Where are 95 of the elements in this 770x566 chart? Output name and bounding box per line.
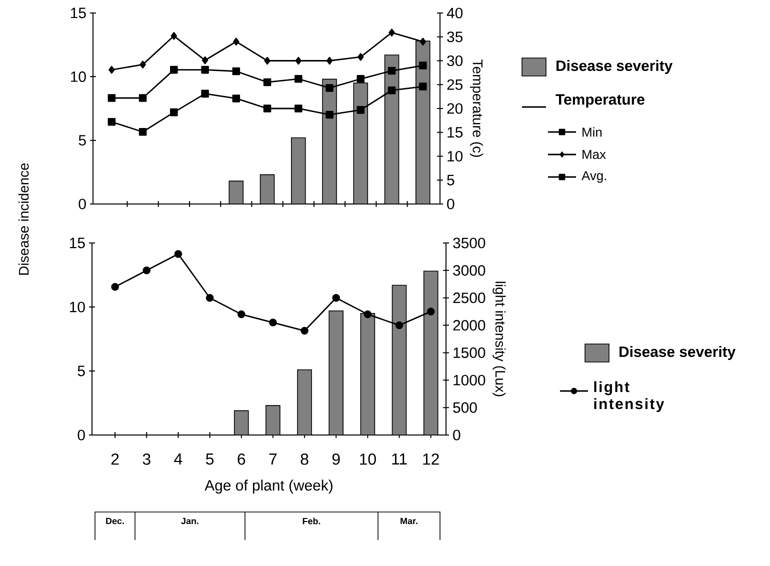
y2-tick-label: 35 [447,32,463,42]
point [419,62,427,70]
y-tick-label: 15 [71,8,86,18]
y2-tick-label: 5 [447,174,454,186]
point [364,310,372,318]
point [206,294,214,302]
point [294,75,302,83]
point [358,53,364,61]
point [294,104,302,112]
text: Feb. [302,518,320,524]
point [142,266,151,274]
y2-tick-label: 1500 [454,347,486,358]
y-tick-label: 10 [71,71,86,82]
point [108,66,115,74]
point [174,250,182,258]
point [295,56,302,65]
point [233,38,240,46]
legend-label: Max [582,150,606,160]
y2-tick-label: 500 [453,402,477,413]
point [202,56,208,64]
x-tick-label: 5 [206,454,214,465]
text: Dec. [106,518,124,524]
text: Mar. [400,518,418,524]
point [269,318,277,326]
legend-label: Avg. [582,171,606,183]
x-tick-label: 10 [360,454,376,465]
x-tick-label: 9 [332,454,340,465]
point [140,60,146,68]
x-tick-label: 4 [174,454,182,464]
point [326,84,334,92]
y-tick-label: 5 [78,135,86,146]
y-tick-label: 10 [70,302,85,312]
point [201,66,209,74]
text: Jan. [181,518,198,524]
point [170,32,178,40]
y-axis-title: Disease incidence [18,163,29,275]
x-axis-title: Age of plant (week) [204,480,332,494]
point [138,94,147,102]
y-tick-label: 15 [70,238,85,248]
y2-tick-label: 40 [446,8,463,18]
x-tick-label: 12 [423,454,439,465]
point [108,118,116,126]
point [170,66,178,74]
point [111,282,119,291]
y2-tick-label: 30 [447,55,463,66]
point [232,94,240,102]
y-tick-label: 0 [78,198,86,210]
y2-tick-label: 0 [453,430,460,440]
y2-axis-title: Temperature (c) [470,60,483,157]
point [170,108,178,116]
x-tick-label: 6 [238,454,246,465]
y2-axis-title: light intensity (Lux) [492,282,506,396]
point [264,56,270,65]
point [232,67,240,76]
point [420,38,426,46]
point [201,90,209,98]
point [388,66,396,75]
y-tick-label: 5 [78,366,85,376]
point [426,308,435,316]
point [332,294,340,302]
point [237,310,246,318]
point [326,110,334,119]
y2-tick-label: 3500 [453,238,486,248]
y2-tick-label: 20 [447,103,463,114]
point [326,56,333,65]
y2-tick-label: 25 [447,79,463,90]
y2-tick-label: 2500 [453,292,486,304]
x-tick-label: 2 [111,454,119,465]
point [300,326,308,335]
point [388,86,396,94]
y2-tick-label: 10 [448,150,463,162]
point [108,94,116,102]
point [263,104,272,112]
point [356,106,365,114]
point [395,321,404,330]
point [356,75,365,83]
y2-tick-label: 1000 [454,374,486,386]
point [388,28,395,36]
y-tick-label: 0 [78,430,85,440]
point [138,128,147,136]
x-tick-label: 8 [300,454,308,465]
x-tick-label: 7 [269,454,277,464]
legend-label: Min [582,127,602,137]
y2-tick-label: 0 [447,198,454,210]
legend-title: Temperature [556,94,644,108]
x-tick-label: 11 [392,454,407,464]
point [263,78,272,86]
y2-tick-label: 15 [448,127,463,138]
x-tick-label: 3 [142,454,150,465]
y2-tick-label: 2000 [453,320,486,331]
y2-tick-label: 3000 [453,265,486,276]
legend-label: light intensity [594,381,664,412]
legend-label: Disease severity [556,60,673,74]
point [419,82,427,90]
legend-label: Disease severity [620,346,736,360]
